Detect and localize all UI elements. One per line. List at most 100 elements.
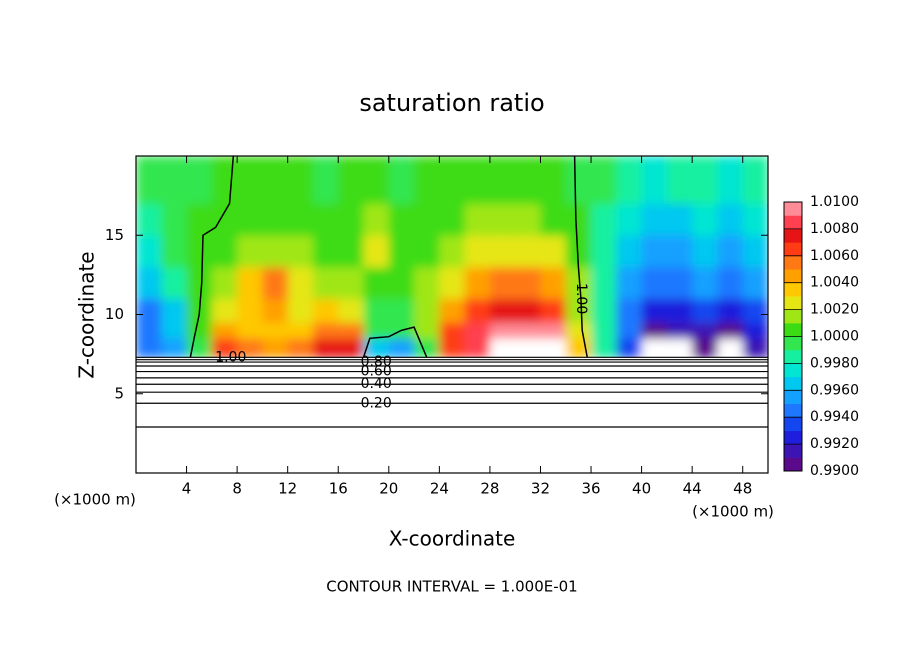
- cell: [186, 156, 213, 205]
- cell: [565, 156, 592, 205]
- cell: [287, 266, 314, 300]
- cell: [186, 235, 213, 268]
- colorbar-band: [784, 349, 802, 364]
- cell: [439, 156, 466, 205]
- cell: [616, 298, 643, 323]
- cell: [464, 235, 491, 268]
- cell: [439, 203, 466, 236]
- cell: [515, 266, 541, 300]
- cell: [186, 203, 213, 236]
- cell: [161, 322, 188, 339]
- cell: [717, 298, 744, 323]
- cell: [616, 266, 643, 300]
- colorbar-band: [784, 309, 802, 324]
- cell: [464, 266, 491, 300]
- cell: [717, 322, 744, 339]
- colorbar-band: [784, 430, 802, 445]
- cell: [237, 266, 263, 300]
- colorbar-label: 1.0020: [810, 302, 859, 318]
- cell: [237, 235, 263, 268]
- cell: [262, 156, 289, 205]
- cell: [692, 203, 718, 236]
- cell: [692, 156, 718, 205]
- cell: [287, 235, 314, 268]
- colorbar-band: [784, 457, 802, 472]
- colorbar-band: [784, 363, 802, 378]
- colorbar-label: 0.9960: [810, 382, 859, 398]
- x-unit: (×1000 m): [692, 503, 774, 521]
- cell: [439, 322, 466, 339]
- cell: [641, 338, 668, 358]
- cell: [464, 203, 491, 236]
- cell: [515, 203, 541, 236]
- x-unit: (×1000 m): [54, 491, 136, 509]
- cell: [591, 338, 617, 358]
- cell: [136, 322, 162, 339]
- cell: [489, 203, 516, 236]
- cell: [742, 235, 768, 268]
- cell: [262, 203, 289, 236]
- cell: [515, 322, 541, 339]
- cell: [237, 156, 263, 205]
- colorbar-band: [784, 242, 802, 257]
- cell: [489, 235, 516, 268]
- contour-curve: [189, 155, 235, 358]
- cell: [591, 266, 617, 300]
- colorbar-label: 0.9980: [810, 355, 859, 371]
- colorbar-label: 1.0040: [810, 275, 859, 291]
- cell: [211, 203, 238, 236]
- cell: [237, 203, 263, 236]
- cell: [414, 203, 440, 236]
- cell: [489, 156, 516, 205]
- x-tick-label: 40: [632, 480, 651, 498]
- cell: [338, 298, 365, 323]
- cell: [717, 156, 744, 205]
- cell: [666, 266, 693, 300]
- overlay: 0.200.400.600.801.001.004 8 12 16 20 24 28 32 36…: [105, 155, 859, 498]
- x-tick-label: 24: [430, 480, 449, 498]
- cell: [666, 235, 693, 268]
- cell: [742, 156, 768, 205]
- cell: [666, 338, 693, 358]
- cell: [287, 156, 314, 205]
- cell: [388, 156, 415, 205]
- contour-label: 0.60: [361, 364, 392, 380]
- cell: [161, 338, 188, 358]
- cell: [666, 322, 693, 339]
- x-tick-label: 32: [531, 480, 550, 498]
- cell: [591, 156, 617, 205]
- cell: [237, 338, 263, 358]
- cell: [414, 338, 440, 358]
- colorbar-band: [784, 282, 802, 297]
- colorbar-band: [784, 255, 802, 270]
- cell: [540, 266, 567, 300]
- colorbar-label: 0.9940: [810, 409, 859, 425]
- x-tick-label: 48: [733, 480, 752, 498]
- colorbar-band: [784, 390, 802, 405]
- cell: [211, 235, 238, 268]
- cell: [161, 235, 188, 268]
- cell: [540, 322, 567, 339]
- cell: [616, 235, 643, 268]
- cell: [692, 322, 718, 339]
- colorbar-band: [784, 215, 802, 230]
- cell: [363, 235, 390, 268]
- cell: [161, 298, 188, 323]
- cell: [742, 298, 768, 323]
- cell: [717, 266, 744, 300]
- cell: [287, 298, 314, 323]
- cell: [692, 235, 718, 268]
- cell: [439, 266, 466, 300]
- cell: [414, 298, 440, 323]
- colorbar-band: [784, 228, 802, 243]
- cell: [312, 235, 339, 268]
- cell: [136, 235, 162, 268]
- contour-label: 0.20: [361, 395, 392, 411]
- cell: [565, 322, 592, 339]
- y-axis-label: Z-coordinate: [75, 251, 99, 378]
- cell: [641, 298, 668, 323]
- cell: [464, 298, 491, 323]
- colorbar-band: [784, 336, 802, 351]
- cell: [464, 322, 491, 339]
